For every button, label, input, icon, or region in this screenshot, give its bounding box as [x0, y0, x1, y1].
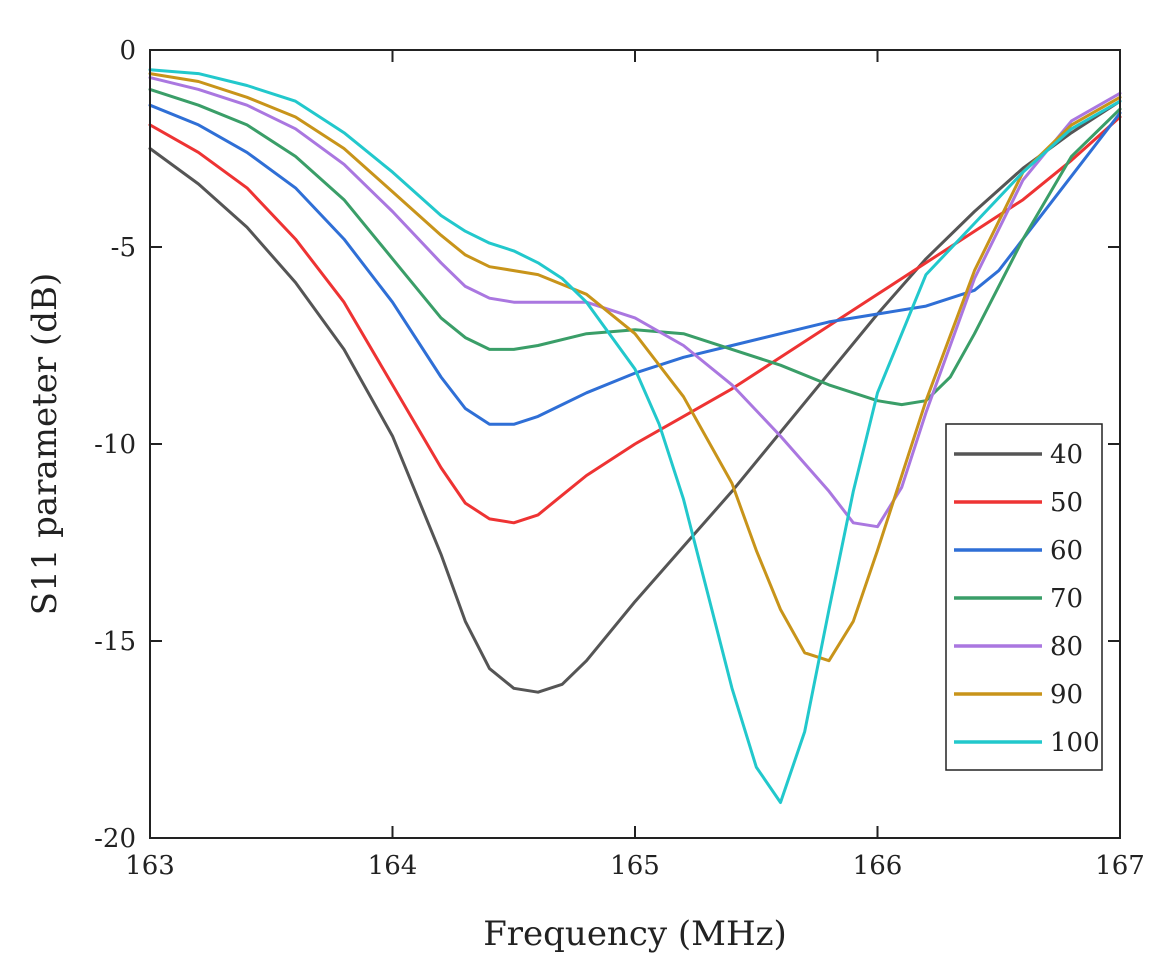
x-tick-label: 163 — [125, 851, 175, 881]
legend-label-100: 100 — [1050, 728, 1100, 758]
legend-label-40: 40 — [1050, 440, 1083, 470]
y-tick-label: 0 — [119, 36, 136, 66]
legend: 40 50 60 70 80 90 100 — [945, 423, 1103, 771]
legend-label-50: 50 — [1050, 488, 1083, 518]
x-tick-label: 167 — [1095, 851, 1145, 881]
legend-label-70: 70 — [1050, 584, 1083, 614]
x-axis-title: Frequency (MHz) — [483, 914, 787, 954]
legend-label-90: 90 — [1050, 680, 1083, 710]
series-line-60 — [148, 103, 1122, 426]
x-tick-label: 164 — [368, 851, 418, 881]
y-tick-label: -5 — [111, 233, 136, 263]
y-axis-title: S11 parameter (dB) — [25, 273, 65, 615]
y-tick-label: -20 — [94, 824, 136, 854]
y-tick-label: -10 — [94, 430, 136, 460]
series-line-50 — [148, 115, 1122, 525]
y-tick-label: -15 — [94, 627, 136, 657]
series-line-90 — [148, 72, 1122, 663]
series-line-80 — [148, 76, 1122, 529]
series-line-100 — [148, 68, 1122, 804]
series-line-70 — [148, 87, 1122, 407]
series-layer — [148, 68, 1122, 804]
ticks-layer: 163 164 165 166 167 0 -5 -10 -15 -20 — [94, 36, 1145, 881]
x-tick-label: 166 — [853, 851, 903, 881]
legend-label-60: 60 — [1050, 536, 1083, 566]
series-line-40 — [148, 99, 1122, 694]
x-tick-label: 165 — [610, 851, 660, 881]
legend-label-80: 80 — [1050, 632, 1083, 662]
